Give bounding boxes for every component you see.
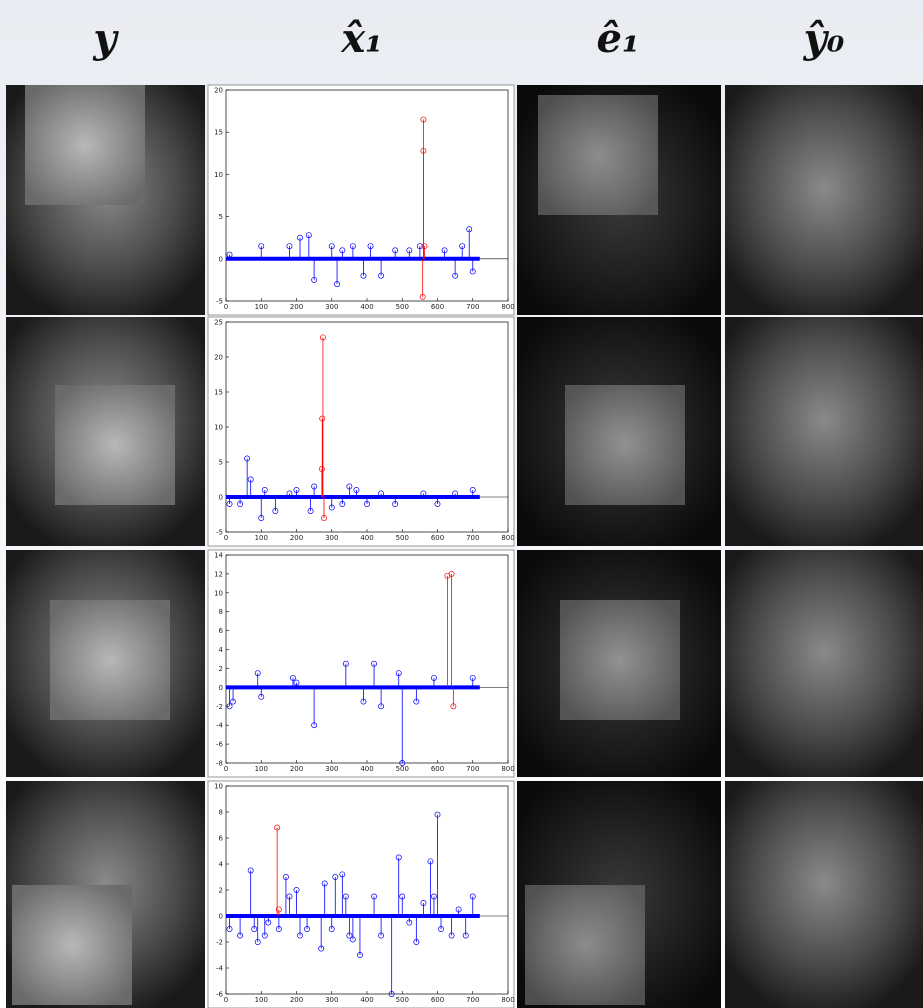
reconstruction-image	[725, 781, 923, 1008]
x-tick-label: 400	[360, 996, 373, 1004]
x-tick-label: 500	[396, 765, 409, 773]
column-header: y	[92, 15, 119, 62]
x-tick-label: 0	[224, 996, 228, 1004]
y-tick-label: -4	[216, 965, 224, 973]
x-tick-label: 300	[325, 765, 338, 773]
y-tick-label: 8	[219, 809, 223, 817]
y-tick-label: -6	[216, 991, 224, 999]
figure: y x̂₁ ê₁ ŷ₀ 0100200300400500600700800-50…	[0, 0, 923, 1008]
y-tick-label: 25	[214, 319, 223, 327]
y-tick-label: -5	[216, 298, 223, 306]
plot-panel	[208, 317, 514, 546]
x-tick-label: 800	[501, 534, 514, 542]
x-tick-label: 300	[325, 303, 338, 311]
x-tick-label: 200	[290, 996, 303, 1004]
x-tick-label: 500	[396, 303, 409, 311]
y-tick-label: -5	[216, 529, 223, 537]
y-tick-label: 0	[219, 255, 223, 263]
x-tick-label: 100	[255, 534, 268, 542]
y-tick-label: 15	[214, 129, 223, 137]
y-tick-label: 5	[219, 459, 223, 467]
y-tick-label: -8	[216, 760, 223, 768]
x-tick-label: 600	[431, 534, 444, 542]
y-tick-label: 4	[219, 646, 224, 654]
y-tick-label: 5	[219, 213, 223, 221]
x-tick-label: 700	[466, 534, 479, 542]
y-tick-label: 14	[214, 552, 223, 560]
x-tick-label: 600	[431, 303, 444, 311]
y-tick-label: -2	[216, 703, 223, 711]
x-tick-label: 600	[431, 996, 444, 1004]
x-tick-label: 700	[466, 996, 479, 1004]
y-tick-label: 10	[214, 589, 223, 597]
x-tick-label: 300	[325, 996, 338, 1004]
reconstruction-image	[725, 317, 923, 546]
plot-panel	[208, 781, 514, 1008]
y-tick-label: 8	[219, 608, 223, 616]
x-tick-label: 800	[501, 303, 514, 311]
x-tick-label: 200	[290, 534, 303, 542]
x-tick-label: 100	[255, 996, 268, 1004]
y-tick-label: -4	[216, 722, 224, 730]
y-tick-label: -6	[216, 741, 224, 749]
occlusion	[12, 885, 132, 1005]
y-tick-label: 6	[219, 835, 224, 843]
y-tick-label: 0	[219, 913, 223, 921]
y-tick-label: 0	[219, 684, 223, 692]
occlusion	[25, 85, 145, 205]
y-tick-label: 10	[214, 783, 223, 791]
x-tick-label: 0	[224, 303, 228, 311]
x-tick-label: 600	[431, 765, 444, 773]
y-tick-label: -2	[216, 939, 223, 947]
x-tick-label: 400	[360, 303, 373, 311]
error-occlusion	[565, 385, 685, 505]
x-tick-label: 500	[396, 534, 409, 542]
column-header: ê₁	[597, 15, 640, 62]
x-tick-label: 200	[290, 303, 303, 311]
error-occlusion	[560, 600, 680, 720]
y-tick-label: 10	[214, 424, 223, 432]
x-tick-label: 700	[466, 765, 479, 773]
y-tick-label: 0	[219, 494, 223, 502]
x-tick-label: 800	[501, 765, 514, 773]
y-tick-label: 15	[214, 389, 223, 397]
x-tick-label: 0	[224, 765, 228, 773]
y-tick-label: 20	[214, 354, 223, 362]
x-tick-label: 500	[396, 996, 409, 1004]
error-occlusion	[525, 885, 645, 1005]
reconstruction-image	[725, 85, 923, 315]
column-header: ŷ₀	[803, 15, 845, 62]
page: y x̂₁ ê₁ ŷ₀ 0100200300400500600700800-50…	[0, 0, 923, 1008]
x-tick-label: 300	[325, 534, 338, 542]
x-tick-label: 100	[255, 303, 268, 311]
plot-panel	[208, 85, 514, 315]
y-tick-label: 2	[219, 887, 223, 895]
y-tick-label: 4	[219, 861, 224, 869]
error-occlusion	[538, 95, 658, 215]
x-tick-label: 100	[255, 765, 268, 773]
reconstruction-image	[725, 550, 923, 777]
x-tick-label: 200	[290, 765, 303, 773]
x-tick-label: 400	[360, 534, 373, 542]
x-tick-label: 0	[224, 534, 228, 542]
occlusion	[55, 385, 175, 505]
x-tick-label: 800	[501, 996, 514, 1004]
x-tick-label: 700	[466, 303, 479, 311]
occlusion	[50, 600, 170, 720]
y-tick-label: 2	[219, 665, 223, 673]
y-tick-label: 12	[214, 570, 223, 578]
y-tick-label: 10	[214, 171, 223, 179]
y-tick-label: 20	[214, 87, 223, 95]
x-tick-label: 400	[360, 765, 373, 773]
y-tick-label: 6	[219, 627, 224, 635]
column-header: x̂₁	[340, 15, 382, 62]
plot-panel	[208, 550, 514, 777]
